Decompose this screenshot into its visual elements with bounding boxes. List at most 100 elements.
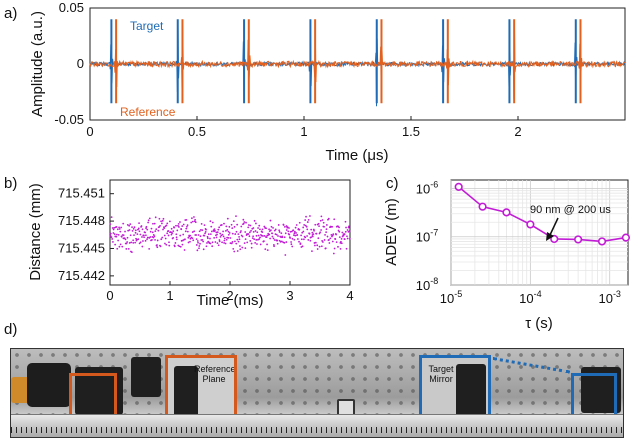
panel-b-point [121, 245, 124, 248]
panel-b-point [163, 227, 166, 230]
panel-b-point [211, 245, 214, 248]
panel-b-point [142, 240, 144, 242]
panel-b-point [280, 232, 283, 235]
panel-b-point [147, 221, 150, 224]
panel-b-point [252, 235, 255, 238]
panel-b-point [314, 241, 317, 244]
panel-b-point [182, 233, 185, 236]
panel-b-point [165, 243, 168, 246]
panel-b-point [344, 230, 347, 233]
panel-b-point [346, 229, 349, 231]
panel-b-point [124, 230, 126, 233]
panel-b-point [236, 223, 239, 226]
panel-b-point [176, 229, 179, 232]
panel-b-point [231, 232, 234, 235]
panel-b-point [311, 250, 313, 253]
panel-b-point [271, 232, 274, 235]
panel-b-point [335, 241, 338, 243]
panel-b-point [268, 228, 270, 231]
panel-b-point [137, 238, 140, 241]
panel-b-point [274, 228, 277, 231]
panel-b-point [178, 245, 181, 248]
panel-b-point [159, 245, 162, 248]
panel-b-point [342, 234, 345, 237]
panel-b-point [268, 233, 271, 236]
panel-a-xtick-label: 0 [86, 124, 93, 139]
panel-b-point [263, 234, 266, 237]
panel-b-point [276, 242, 279, 245]
panel-b-point [244, 238, 247, 241]
panel-b-point [110, 216, 113, 219]
panel-b-point [165, 224, 168, 227]
panel-b-point [184, 238, 186, 241]
panel-b-point [145, 234, 147, 237]
panel-b-point [143, 234, 145, 237]
panel-b-point [310, 228, 313, 231]
panel-b-point [149, 230, 152, 233]
panel-b-point [153, 222, 156, 225]
panel-b-point [331, 225, 334, 228]
panel-b-point [271, 235, 274, 238]
panel-b-point [191, 231, 194, 233]
panel-b-point [262, 235, 264, 237]
panel-b-point [151, 239, 153, 241]
panel-b-point [216, 242, 219, 245]
panel-b-point [166, 222, 169, 225]
panel-b-point [154, 230, 157, 233]
panel-b-point [325, 224, 328, 226]
panel-b-point [261, 228, 264, 231]
panel-b-point [295, 224, 298, 226]
panel-b-point [223, 237, 226, 240]
panel-b-point [195, 234, 198, 236]
panel-b-point [288, 233, 291, 236]
panel-b-point [278, 231, 281, 233]
panel-b-point [217, 244, 220, 247]
panel-b-point [249, 224, 252, 227]
panel-b-point [129, 223, 132, 226]
panel-b-point [224, 242, 227, 245]
panel-b-point [273, 239, 276, 241]
panel-b-point [201, 229, 204, 232]
panel-b-point [229, 237, 232, 239]
panel-b-point [228, 232, 231, 234]
panel-b-point [144, 239, 147, 242]
panel-b-point [250, 229, 252, 232]
panel-b-point [234, 240, 236, 243]
panel-b-point [175, 238, 178, 241]
panel-b-point [298, 228, 301, 231]
panel-b-point [217, 228, 220, 231]
panel-b-point [152, 222, 154, 225]
panel-b-point [223, 222, 225, 225]
panel-a-series-reference [89, 23, 626, 103]
panel-b-point [233, 250, 236, 253]
panel-b-point [138, 222, 140, 225]
panel-b-point [233, 225, 236, 228]
panel-b-point [143, 236, 146, 239]
panel-b-point [150, 227, 153, 230]
panel-b-point [307, 239, 310, 241]
panel-b-point [326, 235, 329, 238]
panel-b-point [254, 241, 257, 244]
panel-b-point [133, 234, 135, 237]
panel-b-point [319, 231, 322, 234]
panel-b-point [307, 218, 310, 221]
panel-b-point [187, 236, 190, 239]
panel-c-adev-point [502, 208, 511, 217]
panel-b-point [113, 226, 116, 229]
panel-b-point [110, 236, 113, 239]
panel-b-point [301, 231, 304, 234]
panel-b-point [283, 236, 286, 239]
panel-b-point [302, 230, 305, 233]
panel-b-point [209, 237, 211, 240]
panel-b-point [284, 254, 287, 256]
panel-b-point [118, 226, 120, 229]
panel-b-point [265, 236, 268, 238]
panel-b-point [140, 225, 143, 227]
panel-b-point [340, 238, 343, 240]
panel-b-point [324, 234, 326, 236]
panel-b-point [128, 229, 131, 231]
panel-b-point [222, 230, 224, 233]
panel-b-ytick-label: 715.442 [58, 268, 105, 283]
panel-b-point [118, 245, 121, 248]
panel-b-point [276, 239, 279, 242]
